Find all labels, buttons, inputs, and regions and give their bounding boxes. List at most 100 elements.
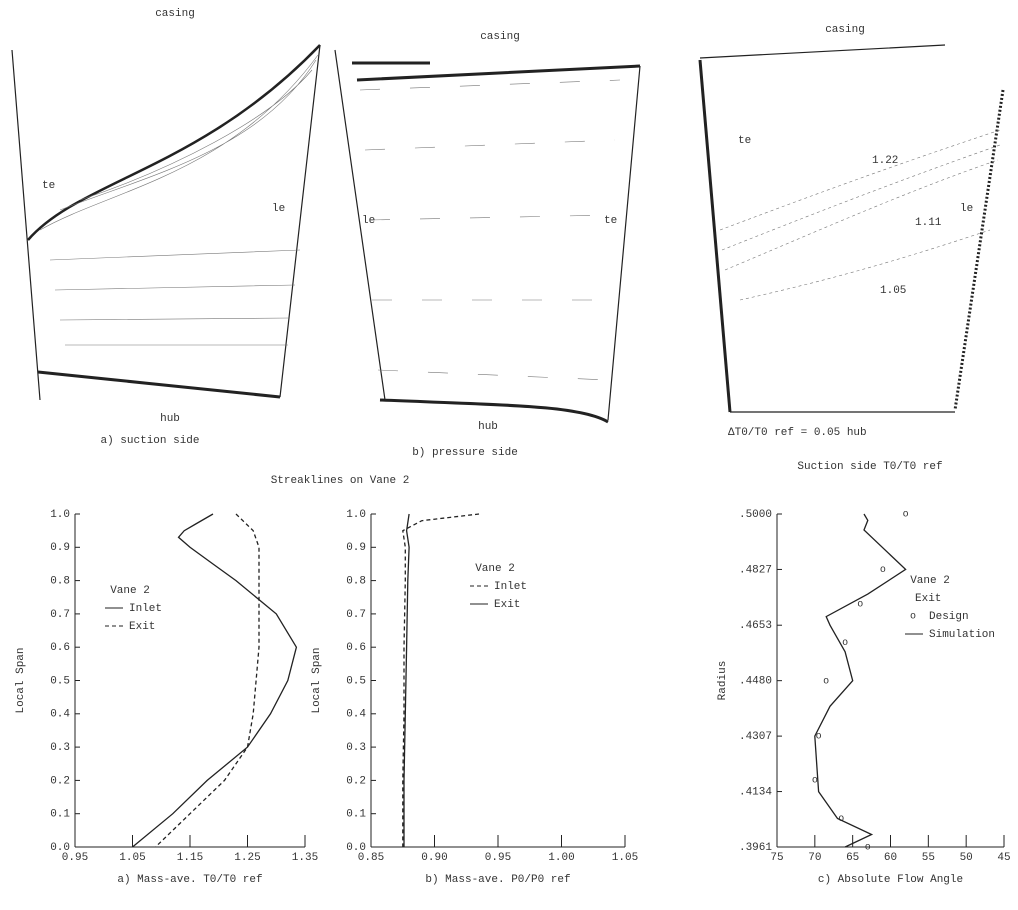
y-tick-label: 0.2 — [50, 775, 70, 787]
y-tick-label: .4480 — [739, 676, 772, 688]
x-axis-label: b) Mass-ave. P0/P0 ref — [425, 874, 570, 886]
legend-label: Exit — [129, 621, 155, 633]
le-label: le — [960, 203, 973, 215]
y-tick-label: 0.1 — [50, 809, 70, 821]
y-tick-label: 0.6 — [346, 642, 366, 654]
y-tick-label: 0.3 — [346, 742, 366, 754]
y-tick-label: .4827 — [739, 564, 772, 576]
le-label: le — [362, 215, 375, 227]
x-tick-label: 70 — [808, 852, 821, 864]
legend-label: Inlet — [129, 603, 162, 615]
casing-label: casing — [825, 24, 865, 36]
y-tick-label: 0.4 — [346, 709, 366, 721]
contour-label: 1.22 — [872, 155, 898, 167]
te-label: te — [604, 215, 617, 227]
y-tick-label: 0.7 — [346, 609, 366, 621]
legend-title: Vane 2 — [475, 563, 515, 575]
x-tick-label: 1.05 — [612, 852, 638, 864]
contours — [720, 130, 1000, 300]
vane-outline — [12, 45, 320, 400]
x-tick-label: 1.15 — [177, 852, 203, 864]
x-axis-label: a) Mass-ave. T0/T0 ref — [117, 874, 262, 886]
y-tick-label: 0.6 — [50, 642, 70, 654]
y-tick-label: .4653 — [739, 620, 772, 632]
x-tick-label: 1.35 — [292, 852, 318, 864]
figure: casing te le hub a) suction side casing … — [0, 0, 1018, 910]
x-tick-label: 1.05 — [119, 852, 145, 864]
x-axis-label: c) Absolute Flow Angle — [818, 874, 963, 886]
y-tick-label: 0.7 — [50, 609, 70, 621]
left-edge — [700, 60, 730, 412]
y-axis-label: Radius — [717, 661, 729, 701]
y-tick-label: 0.8 — [50, 576, 70, 588]
x-tick-label: 0.90 — [421, 852, 447, 864]
legend-title: Vane 2 — [910, 575, 950, 587]
series-line — [403, 514, 479, 847]
vane-outline — [335, 50, 640, 420]
x-tick-label: 50 — [960, 852, 973, 864]
y-tick-label: 1.0 — [346, 509, 366, 521]
y-tick-label: 0.9 — [50, 542, 70, 554]
y-tick-label: 1.0 — [50, 509, 70, 521]
panel-caption: a) suction side — [100, 435, 199, 447]
series-line — [133, 514, 297, 847]
y-tick-label: .4307 — [739, 731, 772, 743]
contour-label: 1.05 — [880, 285, 906, 297]
design-point: o — [865, 843, 871, 854]
design-point: o — [880, 565, 886, 576]
design-point: o — [823, 676, 829, 687]
y-tick-label: .3961 — [739, 842, 772, 854]
y-tick-label: 0.4 — [50, 709, 70, 721]
y-tick-label: .5000 — [739, 509, 772, 521]
x-tick-label: 65 — [846, 852, 859, 864]
y-tick-label: 0.8 — [346, 576, 366, 588]
contour-note: ΔT0/T0 ref = 0.05 hub — [728, 427, 867, 439]
casing-label: casing — [480, 31, 520, 43]
y-tick-label: 0.5 — [346, 675, 366, 687]
x-tick-label: 1.00 — [548, 852, 574, 864]
x-tick-label: 0.95 — [485, 852, 511, 864]
te-label: te — [42, 180, 55, 192]
streaklines — [360, 80, 620, 380]
y-tick-label: .4134 — [739, 786, 772, 798]
design-point: o — [857, 599, 863, 610]
legend-label: Design — [929, 611, 969, 623]
x-tick-label: 55 — [922, 852, 935, 864]
design-point: o — [903, 510, 909, 521]
hub-label: hub — [160, 413, 180, 425]
contour-label: 1.11 — [915, 217, 942, 229]
y-axis-label: Local Span — [15, 647, 27, 713]
legend-label: Inlet — [494, 581, 527, 593]
series-line — [156, 514, 260, 847]
legend-marker: o — [910, 612, 916, 623]
right-edge — [955, 90, 1003, 410]
hub-edge — [38, 372, 280, 397]
vane-edges — [352, 63, 640, 422]
temperature-panel: casing te le 1.22 1.11 1.05 ΔT0/T0 ref =… — [700, 24, 1003, 473]
y-tick-label: 0.3 — [50, 742, 70, 754]
x-tick-label: 0.85 — [358, 852, 384, 864]
y-tick-label: 0.1 — [346, 809, 366, 821]
legend-title: Vane 2 — [110, 585, 150, 597]
panel-caption: b) pressure side — [412, 447, 518, 459]
pressure-side-panel: casing le te hub b) pressure side — [335, 31, 640, 459]
y-tick-label: 0.5 — [50, 675, 70, 687]
le-label: le — [272, 203, 285, 215]
panel-caption: Suction side T0/T0 ref — [797, 461, 942, 473]
y-tick-label: 0.2 — [346, 775, 366, 787]
casing-label: casing — [155, 8, 195, 20]
y-tick-label: 0.9 — [346, 542, 366, 554]
figure-caption: Streaklines on Vane 2 — [271, 475, 410, 487]
hub-label: hub — [478, 421, 498, 433]
x-tick-label: 75 — [770, 852, 783, 864]
x-tick-label: 0.95 — [62, 852, 88, 864]
x-tick-label: 45 — [997, 852, 1010, 864]
x-tick-label: 60 — [884, 852, 897, 864]
y-axis-label: Local Span — [311, 647, 323, 713]
suction-side-panel: casing te le hub a) suction side — [12, 8, 320, 447]
legend-label: Exit — [494, 599, 520, 611]
legend-label: Simulation — [929, 629, 995, 641]
te-label: te — [738, 135, 751, 147]
legend-subtitle: Exit — [915, 593, 941, 605]
x-tick-label: 1.25 — [234, 852, 260, 864]
